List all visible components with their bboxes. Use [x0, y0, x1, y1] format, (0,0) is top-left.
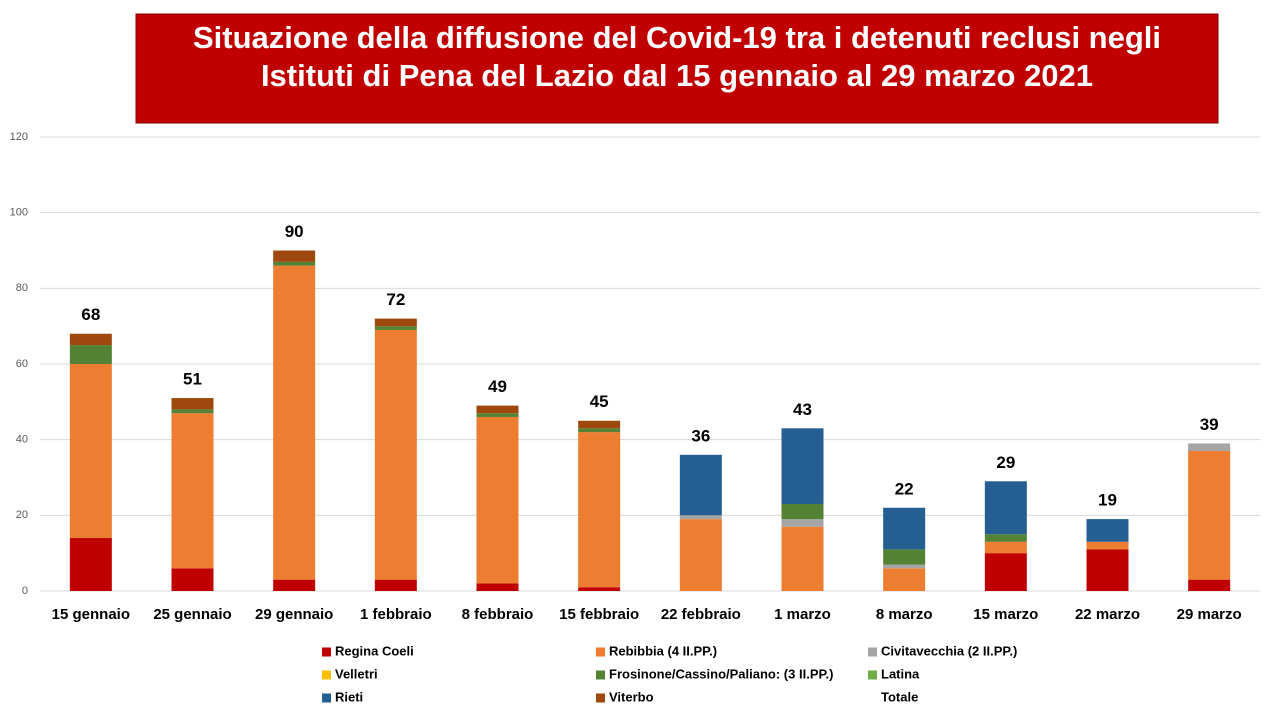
x-tick-label: 1 marzo	[774, 606, 831, 623]
y-tick-label: 60	[16, 358, 28, 370]
bar-segment	[1086, 549, 1129, 591]
bar-segment	[476, 583, 519, 591]
total-label: 36	[691, 426, 710, 445]
bar-segment	[1188, 579, 1231, 591]
y-tick-label: 120	[10, 131, 28, 143]
bar-segment	[781, 519, 824, 527]
bar-segment	[1086, 519, 1129, 542]
x-tick-label: 15 febbraio	[559, 606, 639, 623]
bar-segment	[69, 538, 112, 591]
bar-segment	[1086, 541, 1129, 550]
chart-title: Situazione della diffusione del Covid-19…	[193, 20, 1161, 55]
total-label: 45	[590, 392, 609, 411]
y-tick-label: 80	[16, 282, 28, 294]
chart-title: Istituti di Pena del Lazio dal 15 gennai…	[261, 58, 1093, 93]
x-tick-label: 15 marzo	[973, 606, 1038, 623]
x-tick-label: 1 febbraio	[360, 606, 432, 623]
legend-label: Latina	[881, 666, 920, 681]
bar-segment	[883, 564, 926, 569]
bar-segment	[984, 534, 1027, 542]
bar-segment	[578, 420, 621, 429]
legend-swatch	[596, 693, 605, 703]
x-tick-label: 8 marzo	[876, 606, 933, 623]
total-label: 43	[793, 400, 812, 419]
legend-label: Regina Coeli	[335, 643, 414, 658]
bar-segment	[69, 345, 112, 364]
y-tick-label: 40	[16, 434, 28, 446]
x-tick-label: 22 marzo	[1075, 606, 1140, 623]
legend-swatch	[596, 670, 605, 680]
bar-segment	[171, 409, 214, 414]
legend-label: Frosinone/Cassino/Paliano: (3 II.PP.)	[609, 666, 833, 681]
bar-segment	[273, 579, 316, 591]
x-tick-label: 29 marzo	[1177, 606, 1242, 623]
bar-segment	[1188, 443, 1231, 452]
x-tick-label: 22 febbraio	[661, 606, 741, 623]
total-label: 68	[81, 305, 100, 324]
bar-segment	[374, 326, 417, 330]
legend-label: Viterbo	[609, 689, 654, 704]
x-tick-label: 25 gennaio	[153, 606, 231, 623]
x-tick-label: 15 gennaio	[52, 606, 130, 623]
legend-swatch	[322, 647, 331, 657]
legend-swatch	[596, 647, 605, 657]
total-label: 29	[996, 453, 1015, 472]
bar-segment	[374, 318, 417, 327]
x-tick-label: 29 gennaio	[255, 606, 333, 623]
legend-label: Rieti	[335, 689, 363, 704]
bar-segment	[69, 333, 112, 346]
bar-segment	[374, 329, 417, 580]
bar-segment	[984, 541, 1027, 554]
bar-segment	[171, 398, 214, 410]
total-label: 51	[183, 370, 202, 389]
total-label: 72	[386, 290, 405, 309]
bar-segment	[476, 413, 519, 417]
bar-segment	[374, 579, 417, 591]
x-tick-label: 8 febbraio	[462, 606, 534, 623]
legend-swatch	[322, 693, 331, 703]
bar-segment	[984, 553, 1027, 591]
title-box	[135, 13, 1219, 124]
legend-label: Totale	[881, 689, 918, 704]
bar-segment	[883, 568, 926, 591]
legend-label: Rebibbia (4 II.PP.)	[609, 643, 717, 658]
bar-segment	[578, 432, 621, 588]
total-label: 22	[895, 479, 914, 498]
y-tick-label: 100	[10, 207, 28, 219]
bar-segment	[984, 481, 1027, 535]
bar-segment	[781, 428, 824, 504]
bar-segment	[781, 503, 824, 520]
bar-segment	[273, 250, 316, 262]
total-label: 19	[1098, 491, 1117, 510]
bar-segment	[679, 454, 722, 516]
total-label: 49	[488, 377, 507, 396]
total-label: 39	[1200, 415, 1219, 434]
bar-segment	[171, 413, 214, 569]
bar-segment	[578, 428, 621, 433]
bar-segment	[1188, 451, 1231, 580]
legend-label: Civitavecchia (2 II.PP.)	[881, 643, 1017, 658]
legend-swatch	[322, 670, 331, 680]
legend-swatch	[868, 647, 877, 657]
legend-label: Velletri	[335, 666, 378, 681]
bar-segment	[781, 526, 824, 591]
bar-segment	[476, 405, 519, 414]
bar-segment	[273, 261, 316, 266]
total-label: 90	[285, 222, 304, 241]
bar-segment	[679, 519, 722, 591]
legend-swatch	[868, 670, 877, 680]
bar-segment	[883, 549, 926, 565]
bar-segment	[578, 587, 621, 591]
bar-segment	[273, 265, 316, 580]
y-tick-label: 20	[16, 509, 28, 521]
bar-segment	[476, 416, 519, 584]
bar-segment	[171, 568, 214, 591]
bar-segment	[679, 515, 722, 520]
y-tick-label: 0	[22, 585, 28, 597]
bar-segment	[883, 507, 926, 550]
bar-segment	[69, 364, 112, 539]
